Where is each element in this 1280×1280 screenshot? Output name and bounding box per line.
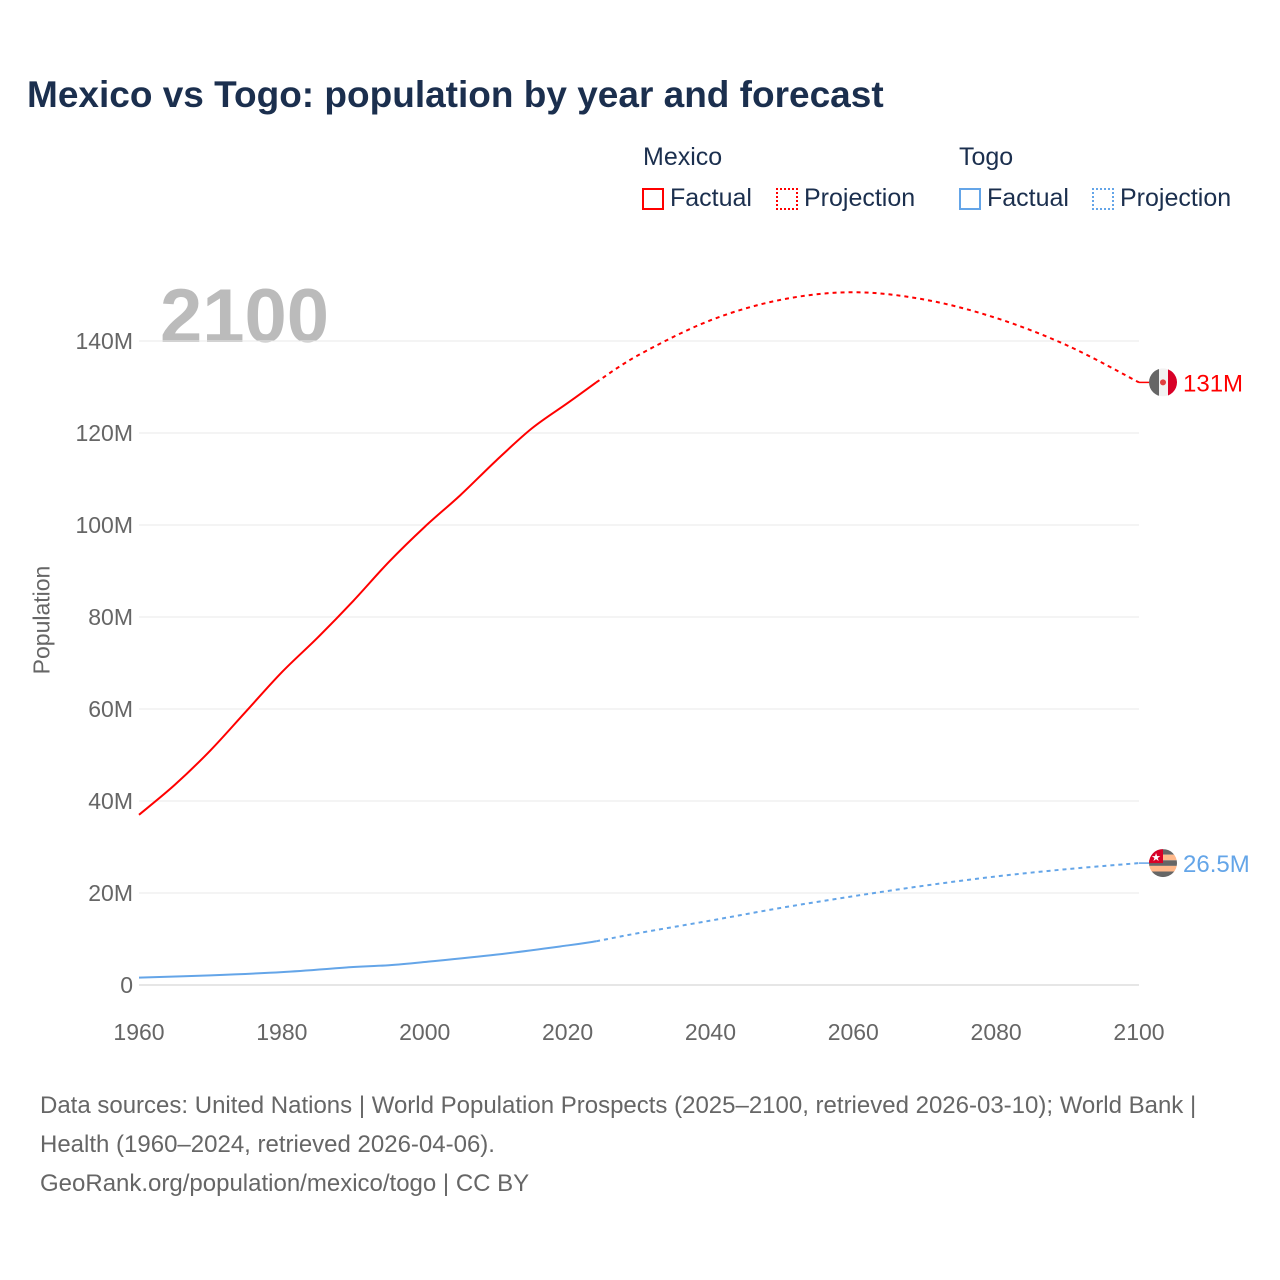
flag-stripe (1149, 865, 1177, 872)
x-tick-label: 1980 (256, 1019, 307, 1045)
y-tick-label: 0 (120, 972, 133, 998)
source-link[interactable]: GeoRank.org/population/mexico/togo | CC … (40, 1170, 530, 1197)
legend-swatch (1092, 187, 1114, 210)
series-mexico-projection (595, 291, 1140, 384)
end-value-label: 131M (1183, 370, 1243, 397)
series-mexico-factual (138, 381, 597, 816)
legend-group-mexico: Mexico (643, 143, 723, 171)
legend-togo-projection[interactable]: Projection (1092, 184, 1231, 213)
data-sources: Data sources: United Nations | World Pop… (40, 1092, 1197, 1158)
legend-togo-factual[interactable]: Factual (959, 184, 1069, 213)
x-tick-label: 2020 (542, 1019, 593, 1045)
x-tick-label: 2100 (1113, 1019, 1164, 1045)
x-tick-label: 2000 (399, 1019, 450, 1045)
y-tick-label: 100M (75, 512, 133, 538)
y-tick-label: 60M (88, 696, 133, 722)
legend-label: Projection (804, 184, 916, 212)
flag-emblem (1160, 379, 1166, 386)
flag-star: ★ (1151, 852, 1161, 864)
legend-label: Factual (987, 184, 1069, 212)
x-tick-label: 2080 (971, 1019, 1022, 1045)
legend-swatch (642, 187, 664, 210)
legend-group-togo: Togo (959, 143, 1014, 171)
x-tick-label: 1960 (113, 1019, 164, 1045)
chart-title: Mexico vs Togo: population by year and f… (27, 74, 884, 115)
series-togo-projection (595, 862, 1140, 943)
year-overlay: 2100 (160, 274, 329, 359)
series-togo-factual (138, 940, 597, 979)
flag-stripe (1168, 368, 1177, 397)
y-tick-label: 120M (75, 420, 133, 446)
x-tick-label: 2040 (685, 1019, 736, 1045)
end-value-label: 26.5M (1183, 851, 1250, 878)
flag-stripe (1149, 871, 1177, 878)
legend-label: Projection (1120, 184, 1232, 212)
y-tick-label: 40M (88, 788, 133, 814)
togo-flag-icon: ★ (1149, 849, 1177, 878)
y-tick-label: 140M (75, 328, 133, 354)
footer: Data sources: United Nations | World Pop… (40, 1086, 1240, 1203)
mexico-flag-icon (1149, 368, 1177, 397)
y-tick-label: 80M (88, 604, 133, 630)
y-tick-label: 20M (88, 880, 133, 906)
legend-swatch (776, 187, 798, 210)
flag-stripe (1149, 368, 1159, 397)
legend-swatch (959, 187, 981, 210)
legend-mexico-projection[interactable]: Projection (776, 184, 915, 213)
legend-mexico-factual[interactable]: Factual (642, 184, 752, 213)
legend-label: Factual (670, 184, 752, 212)
x-tick-label: 2060 (828, 1019, 879, 1045)
